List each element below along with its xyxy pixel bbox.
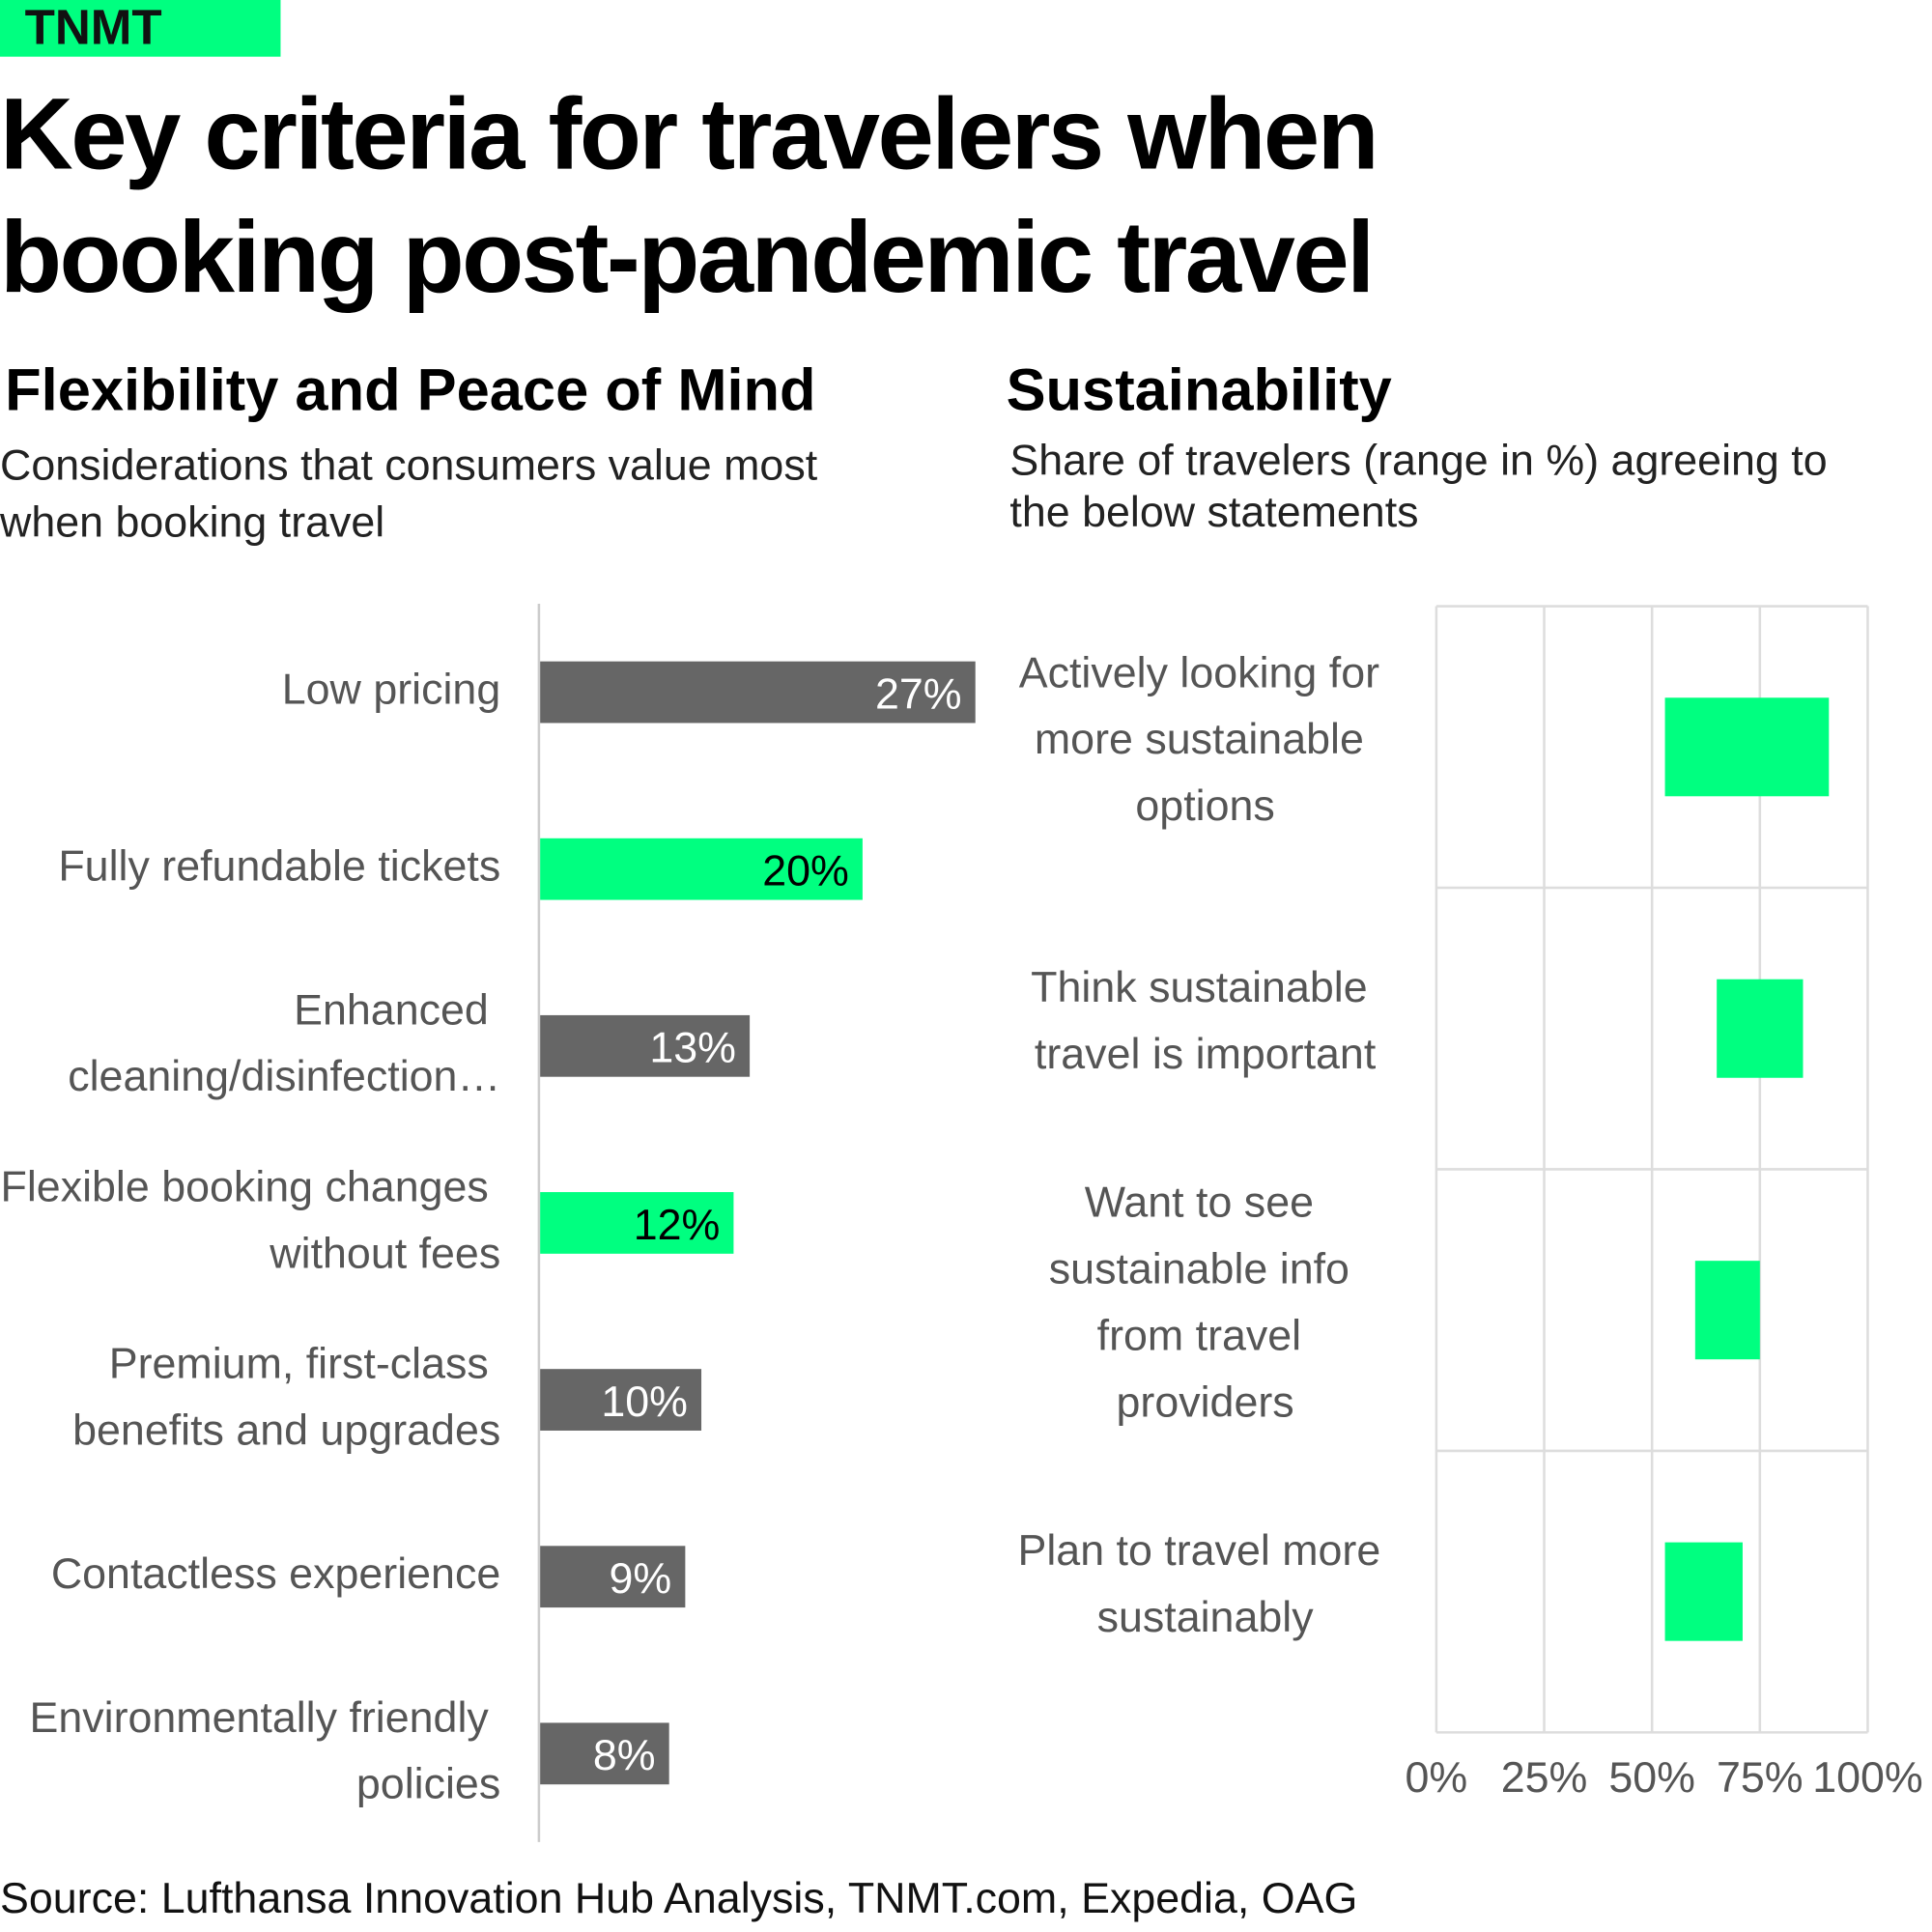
value-label: 12% xyxy=(634,1202,721,1249)
bar xyxy=(540,1014,751,1077)
source: Source: Lufthansa Innovation Hub Analysi… xyxy=(0,1875,1357,1922)
value-label: 27% xyxy=(875,671,962,719)
category-label: Flexible booking changes without fees xyxy=(1,1163,501,1277)
x-tick-label: 25% xyxy=(1501,1754,1588,1802)
brand: TNMT xyxy=(25,0,162,54)
range-bar xyxy=(1694,1261,1760,1360)
x-tick-label: 75% xyxy=(1717,1754,1804,1802)
value-label: 9% xyxy=(610,1555,672,1603)
category-label: Fully refundable tickets xyxy=(58,843,500,891)
x-tick-label: 100% xyxy=(1812,1754,1923,1802)
category-label: Contactless experience xyxy=(51,1550,500,1598)
brand-badge xyxy=(0,0,281,57)
left-subtitle: Considerations that consumers value most… xyxy=(0,442,830,547)
right-subtitle: Share of travelers (range in %) agreeing… xyxy=(1009,437,1839,535)
x-tick-label: 50% xyxy=(1608,1754,1695,1802)
range-bar xyxy=(1717,979,1804,1078)
value-label: 20% xyxy=(762,848,849,895)
bar xyxy=(540,1369,702,1431)
bar xyxy=(540,838,863,900)
category-label: Actively looking for more sustainable op… xyxy=(1019,649,1392,830)
value-label: 8% xyxy=(593,1732,656,1779)
value-label: 10% xyxy=(601,1378,688,1426)
category-label: Plan to travel more sustainably xyxy=(1017,1527,1392,1641)
category-label: Low pricing xyxy=(282,666,500,713)
right-heading: Sustainability xyxy=(1007,355,1392,422)
value-label: 13% xyxy=(649,1025,736,1072)
category-label: Premium, first-class benefits and upgrad… xyxy=(72,1340,500,1454)
left-heading: Flexibility and Peace of Mind xyxy=(5,355,815,422)
bar xyxy=(540,1192,734,1254)
category-label: Want to see sustainable info from travel… xyxy=(1049,1179,1362,1427)
x-tick-label: 0% xyxy=(1406,1754,1468,1802)
category-label: Enhanced cleaning/disinfection… xyxy=(68,986,500,1100)
bar xyxy=(540,661,976,724)
category-label: Think sustainable travel is important xyxy=(1031,964,1379,1078)
bar xyxy=(540,1722,669,1785)
category-label: Environmentally friendly policies xyxy=(29,1694,500,1808)
title: Key criteria for travelers when booking … xyxy=(0,77,1403,313)
range-bar xyxy=(1664,1542,1743,1641)
bar xyxy=(540,1546,686,1608)
range-bar xyxy=(1664,697,1830,797)
